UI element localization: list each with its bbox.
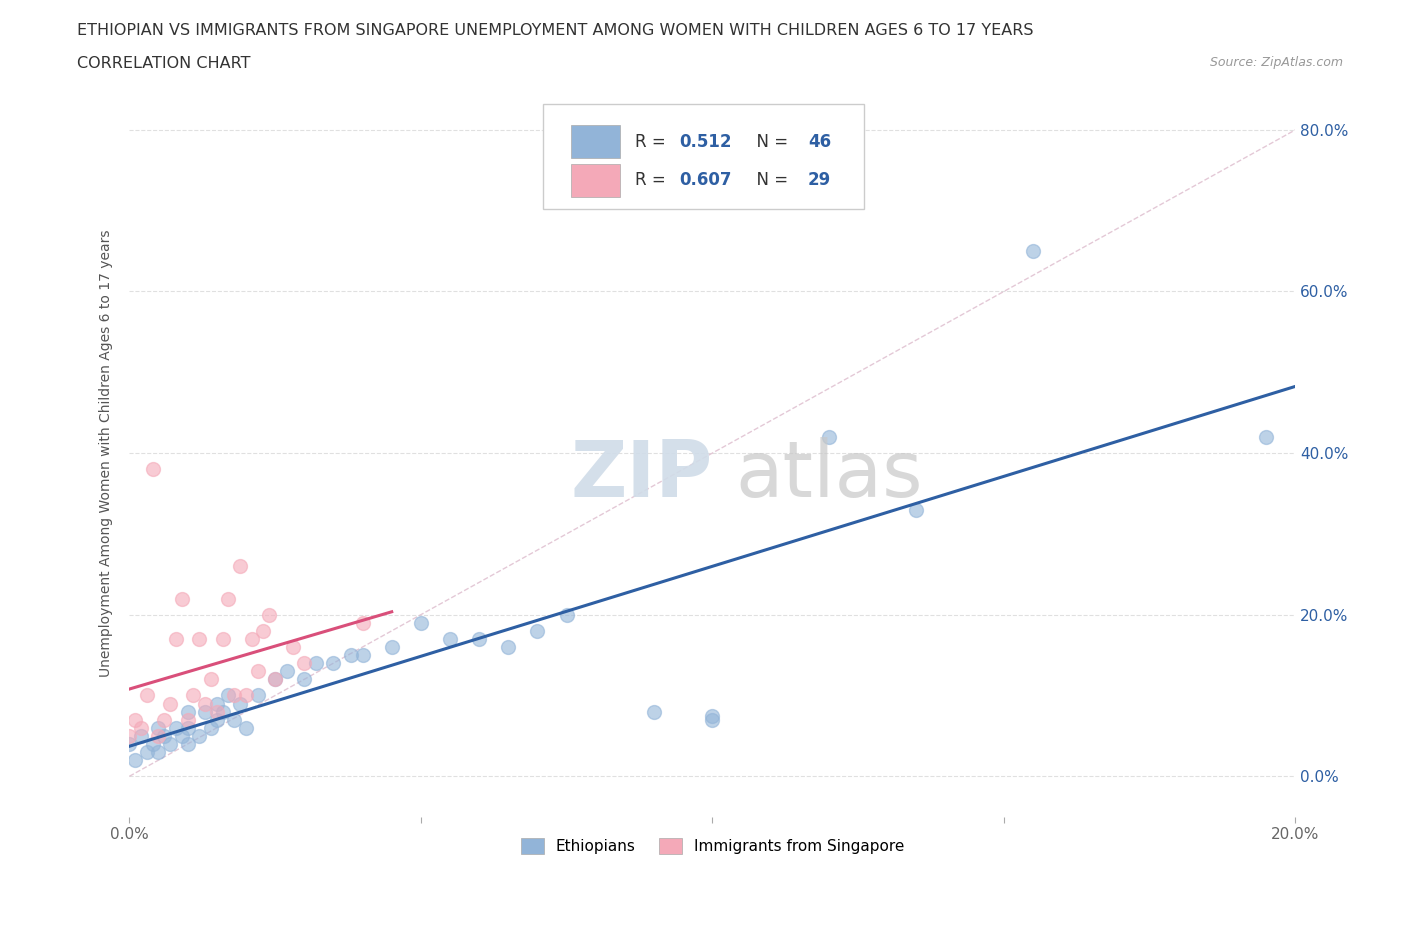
Point	[498, 640, 520, 655]
Point	[246, 688, 269, 703]
Point	[229, 559, 252, 574]
Point	[235, 688, 257, 703]
Point	[129, 728, 152, 743]
Text: Source: ZipAtlas.com: Source: ZipAtlas.com	[1209, 56, 1343, 69]
Point	[1022, 244, 1045, 259]
Point	[211, 631, 233, 646]
Legend: Ethiopians, Immigrants from Singapore: Ethiopians, Immigrants from Singapore	[515, 831, 910, 860]
Point	[217, 591, 239, 606]
Point	[170, 591, 193, 606]
Point	[292, 671, 315, 686]
Point	[135, 745, 157, 760]
Point	[240, 631, 263, 646]
Point	[643, 704, 665, 719]
Point	[159, 697, 181, 711]
Text: atlas: atlas	[735, 437, 924, 512]
Text: 0.512: 0.512	[679, 133, 733, 151]
Point	[352, 616, 374, 631]
Point	[205, 712, 228, 727]
Point	[194, 704, 217, 719]
Point	[153, 712, 176, 727]
Text: R =: R =	[636, 133, 672, 151]
Point	[252, 623, 274, 638]
Point	[211, 704, 233, 719]
Point	[176, 721, 198, 736]
Point	[702, 709, 724, 724]
Point	[322, 656, 344, 671]
Point	[352, 647, 374, 662]
Point	[170, 728, 193, 743]
Point	[818, 430, 841, 445]
Text: N =: N =	[747, 133, 793, 151]
Point	[246, 664, 269, 679]
Point	[142, 737, 165, 751]
Point	[905, 502, 928, 517]
Point	[264, 671, 287, 686]
Point	[235, 721, 257, 736]
Point	[555, 607, 578, 622]
Point	[292, 656, 315, 671]
Point	[135, 688, 157, 703]
Point	[264, 671, 287, 686]
Text: 46: 46	[808, 133, 831, 151]
Text: CORRELATION CHART: CORRELATION CHART	[77, 56, 250, 71]
Point	[129, 721, 152, 736]
Y-axis label: Unemployment Among Women with Children Ages 6 to 17 years: Unemployment Among Women with Children A…	[100, 230, 114, 677]
Text: ZIP: ZIP	[571, 437, 713, 512]
Point	[276, 664, 298, 679]
FancyBboxPatch shape	[571, 164, 620, 197]
Point	[176, 737, 198, 751]
FancyBboxPatch shape	[571, 125, 620, 158]
Point	[118, 728, 141, 743]
Text: 29: 29	[808, 171, 831, 190]
Point	[702, 712, 724, 727]
Point	[153, 728, 176, 743]
Point	[381, 640, 404, 655]
Text: 0.607: 0.607	[679, 171, 733, 190]
Point	[183, 688, 205, 703]
Point	[409, 616, 432, 631]
Point	[281, 640, 304, 655]
Point	[340, 647, 363, 662]
Point	[148, 728, 170, 743]
Point	[176, 712, 198, 727]
Point	[148, 745, 170, 760]
Text: R =: R =	[636, 171, 672, 190]
Point	[305, 656, 328, 671]
Point	[439, 631, 461, 646]
Point	[165, 631, 187, 646]
Text: N =: N =	[747, 171, 793, 190]
Point	[200, 671, 222, 686]
Point	[124, 752, 146, 767]
Point	[229, 697, 252, 711]
Point	[259, 607, 281, 622]
Point	[188, 728, 211, 743]
Point	[224, 712, 246, 727]
Text: ETHIOPIAN VS IMMIGRANTS FROM SINGAPORE UNEMPLOYMENT AMONG WOMEN WITH CHILDREN AG: ETHIOPIAN VS IMMIGRANTS FROM SINGAPORE U…	[77, 23, 1033, 38]
Point	[217, 688, 239, 703]
Point	[224, 688, 246, 703]
Point	[526, 623, 548, 638]
Point	[205, 697, 228, 711]
Point	[159, 737, 181, 751]
Point	[188, 631, 211, 646]
Point	[165, 721, 187, 736]
Point	[118, 737, 141, 751]
Point	[142, 462, 165, 477]
Point	[200, 721, 222, 736]
Point	[1256, 430, 1278, 445]
Point	[148, 721, 170, 736]
Point	[205, 704, 228, 719]
FancyBboxPatch shape	[543, 104, 865, 209]
Point	[194, 697, 217, 711]
Point	[468, 631, 491, 646]
Point	[124, 712, 146, 727]
Point	[176, 704, 198, 719]
